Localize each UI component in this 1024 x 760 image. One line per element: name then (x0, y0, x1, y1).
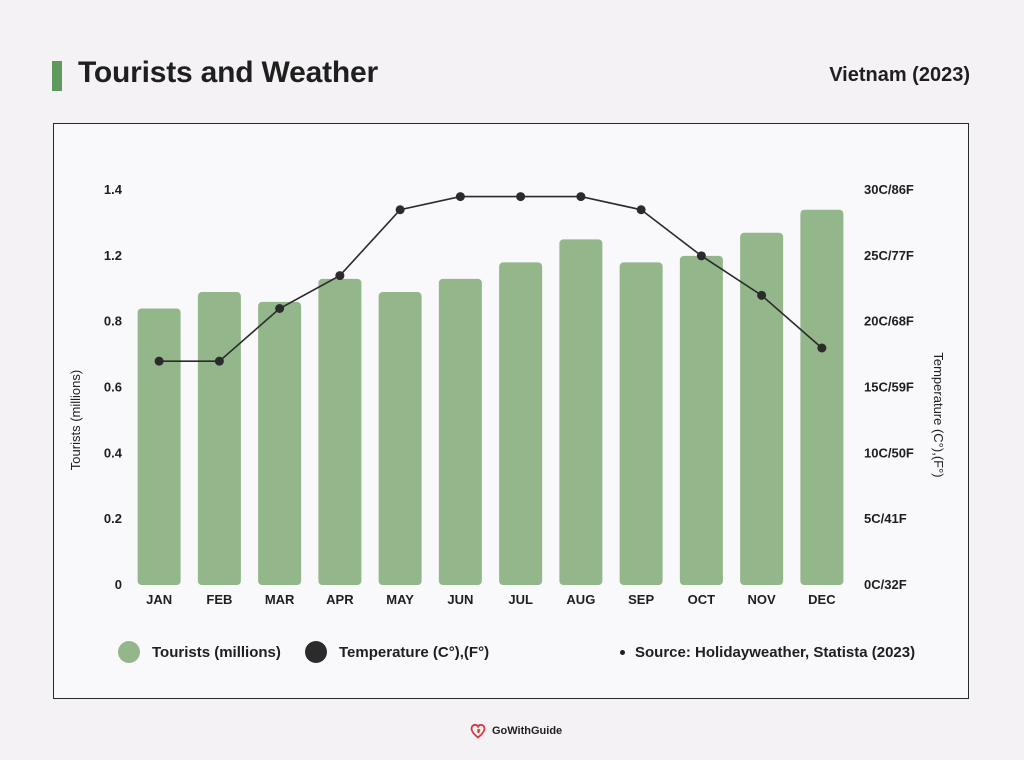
y-tick: 0.8 (104, 314, 122, 329)
x-tick-sep: SEP (628, 592, 654, 607)
bar-oct (679, 255, 723, 586)
x-tick-may: MAY (386, 592, 414, 607)
temperature-point-dec (817, 343, 827, 353)
y-tick: 0.2 (104, 511, 122, 526)
y-tick: 1.4 (104, 182, 123, 197)
x-tick-nov: NOV (748, 592, 777, 607)
x-tick-aug: AUG (566, 592, 595, 607)
x-tick-dec: DEC (808, 592, 836, 607)
bar-apr (318, 278, 362, 585)
y2-tick: 15C/59F (864, 380, 914, 395)
temperature-point-oct (696, 251, 706, 261)
y2-axis-title: Temperature (C°),(F°) (931, 352, 946, 477)
temperature-point-nov (757, 290, 767, 300)
source-bullet (620, 649, 625, 655)
y-tick: 0 (115, 577, 122, 592)
x-tick-jun: JUN (447, 592, 473, 607)
y-tick: 1.2 (104, 248, 122, 263)
source-text: Source: Holidayweather, Statista (2023) (635, 643, 916, 661)
title-accent-bar (52, 61, 62, 91)
temperature-point-aug (576, 192, 586, 202)
source-note: Source: Holidayweather, Statista (2023) (620, 640, 915, 664)
bar-mar (258, 301, 302, 585)
bar-aug (559, 239, 603, 585)
y2-tick: 30C/86F (864, 182, 914, 197)
x-tick-oct: OCT (688, 592, 716, 607)
x-tick-mar: MAR (265, 592, 295, 607)
bar-sep (619, 262, 663, 585)
temperature-point-apr (335, 271, 345, 281)
y-tick: 0.4 (104, 445, 123, 460)
gowithguide-logo-icon (470, 723, 486, 739)
legend-tourists: Tourists (millions) (118, 640, 281, 664)
y2-tick: 25C/77F (864, 248, 914, 263)
bar-feb (197, 292, 241, 585)
tourists-legend-label: Tourists (millions) (152, 643, 281, 661)
temperature-point-sep (636, 205, 646, 215)
x-tick-jul: JUL (508, 592, 533, 607)
bar-jun (438, 278, 482, 585)
temperature-point-jun (455, 192, 465, 202)
x-tick-jan: JAN (146, 592, 172, 607)
temperature-legend-label: Temperature (C°),(F°) (339, 643, 490, 661)
chart-title: Tourists and Weather (78, 56, 378, 89)
bar-jul (499, 262, 543, 585)
temperature-point-feb (214, 356, 224, 366)
x-tick-apr: APR (326, 592, 354, 607)
x-tick-feb: FEB (206, 592, 232, 607)
y2-tick: 5C/41F (864, 511, 907, 526)
y2-tick: 0C/32F (864, 577, 907, 592)
brand-name: GoWithGuide (492, 725, 563, 737)
legend-temperature: Temperature (C°),(F°) (305, 640, 489, 664)
bar-may (378, 292, 422, 585)
y-axis-title: Tourists (millions) (68, 370, 83, 470)
temperature-point-mar (275, 304, 285, 313)
brand-logo: GoWithGuide (470, 723, 562, 739)
chart-subtitle: Vietnam (2023) (829, 64, 970, 86)
y2-tick: 10C/50F (864, 445, 914, 460)
temperature-point-jul (516, 192, 526, 202)
temperature-point-may (395, 205, 405, 215)
bar-nov (740, 232, 784, 585)
y-tick: 0.6 (104, 380, 122, 395)
temperature-legend-swatch (305, 641, 327, 663)
bar-jan (137, 308, 181, 585)
bar-dec (800, 209, 844, 585)
tourists-legend-swatch (118, 641, 140, 663)
temperature-line (159, 195, 823, 362)
y2-tick: 20C/68F (864, 314, 914, 329)
temperature-point-jan (154, 356, 164, 366)
